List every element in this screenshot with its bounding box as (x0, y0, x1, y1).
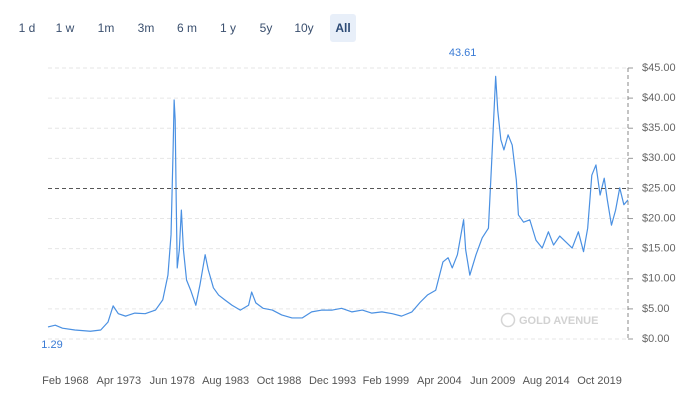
range-button[interactable]: 6 m (177, 21, 197, 35)
y-tick-label: $35.00 (642, 122, 676, 134)
y-tick-label: $20.00 (642, 212, 676, 224)
range-button-label[interactable]: 5y (260, 21, 273, 35)
range-button[interactable]: 1 d (19, 21, 36, 35)
y-tick-label: $0.00 (642, 333, 670, 345)
x-tick-label: Jun 1978 (150, 375, 195, 387)
x-tick-label: Feb 1968 (42, 375, 88, 387)
price-line (47, 75, 629, 332)
range-button-label[interactable]: All (335, 21, 350, 35)
x-tick-label: Aug 2014 (523, 375, 570, 387)
range-button-label[interactable]: 3m (138, 21, 155, 35)
range-button[interactable]: 1m (98, 21, 115, 35)
min-label: 1.29 (41, 339, 62, 351)
y-tick-label: $25.00 (642, 182, 676, 194)
range-button[interactable]: 10y (294, 21, 313, 35)
range-button[interactable]: All (330, 14, 356, 42)
x-tick-label: Apr 1973 (96, 375, 141, 387)
range-button[interactable]: 1 w (56, 21, 75, 35)
max-label: 43.61 (449, 47, 477, 59)
range-button-label[interactable]: 1m (98, 21, 115, 35)
x-tick-label: Aug 1983 (202, 375, 249, 387)
watermark-logo (500, 312, 516, 328)
range-button[interactable]: 5y (260, 21, 273, 35)
range-button-label[interactable]: 1 w (56, 21, 75, 35)
y-tick-label: $5.00 (642, 303, 670, 315)
range-button-label[interactable]: 1 d (19, 21, 36, 35)
x-tick-label: Feb 1999 (363, 375, 409, 387)
range-button[interactable]: 1 y (220, 21, 236, 35)
x-tick-label: Jun 2009 (470, 375, 515, 387)
range-button[interactable]: 3m (138, 21, 155, 35)
range-button-label[interactable]: 6 m (177, 21, 197, 35)
y-tick-label: $15.00 (642, 243, 676, 255)
y-tick-label: $40.00 (642, 92, 676, 104)
range-button-label[interactable]: 10y (294, 21, 313, 35)
range-button-label[interactable]: 1 y (220, 21, 236, 35)
watermark-text: GOLD AVENUE (519, 315, 598, 327)
x-tick-label: Dec 1993 (309, 375, 356, 387)
x-tick-label: Oct 1988 (257, 375, 302, 387)
y-tick-label: $10.00 (642, 273, 676, 285)
x-tick-label: Apr 2004 (417, 375, 462, 387)
x-tick-label: Oct 2019 (577, 375, 622, 387)
watermark: GOLD AVENUE (500, 312, 598, 328)
range-button-bg[interactable] (330, 14, 356, 42)
y-tick-label: $30.00 (642, 152, 676, 164)
y-tick-label: $45.00 (642, 62, 676, 74)
